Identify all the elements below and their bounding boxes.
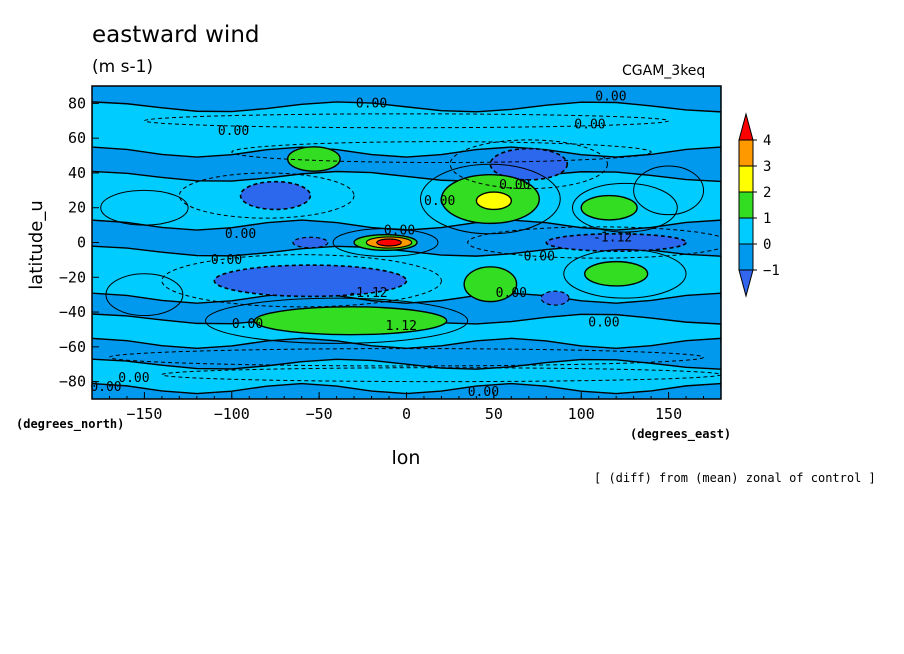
contour-label-11: 0.00: [232, 317, 263, 332]
pos-cell-7: [253, 306, 448, 336]
x-tick-label-5: 100: [568, 405, 595, 423]
thin-contour-7: [419, 163, 561, 235]
y-tick-label-8: 80: [68, 94, 86, 112]
contour-label-8: 0.00: [211, 253, 242, 268]
y-tick-label-2: −40: [59, 303, 86, 321]
dashed-contour-2: [231, 141, 652, 164]
contour-label-18: -1.12: [593, 230, 632, 245]
y-axis-label: latitude_u: [26, 200, 47, 289]
band-positive-north: [92, 101, 721, 158]
contour-label-4: 0.00: [499, 178, 530, 193]
neg-cell-5: [292, 236, 329, 249]
pos-cell-3: [475, 191, 513, 211]
colorbar-top-triangle: [738, 112, 754, 141]
dashed-contour-6: [161, 254, 442, 308]
thin-contour-6: [205, 297, 469, 344]
x-tick-label-3: 0: [402, 405, 411, 423]
colorbar-segment-3: [738, 191, 754, 219]
y-tick-label-1: −60: [59, 338, 86, 356]
colorbar-segment-1: [738, 139, 754, 167]
contour-field: [92, 86, 721, 399]
contour-label-16: -1.12: [348, 286, 387, 301]
band-positive-polar: [92, 358, 721, 395]
neg-cell-6: [540, 290, 570, 306]
contour-label-2: 0.00: [574, 117, 605, 132]
thin-contour-4: [571, 182, 678, 233]
contour-label-10: 0.00: [496, 286, 527, 301]
contour-label-15: 0.00: [468, 385, 499, 400]
dashed-contour-4: [449, 139, 608, 190]
y-tick-label-3: −20: [59, 268, 86, 286]
x-axis: −150 −100 −50 0 50 100 150: [108, 392, 705, 423]
contour-label-3: 0.00: [218, 124, 249, 139]
x-tick-label-4: 50: [485, 405, 503, 423]
contour-label-14: 0.00: [90, 380, 121, 395]
contour-label-9: 0.00: [524, 249, 555, 264]
contour-label-0: 0.00: [356, 96, 387, 111]
x-units-label: (degrees_east): [630, 427, 731, 442]
x-tick-label-1: −100: [214, 405, 250, 423]
x-tick-label-0: −150: [126, 405, 162, 423]
thin-contour-1: [100, 189, 189, 226]
colorbar-label-0: 4: [763, 133, 771, 149]
chart-units: (m s-1): [92, 57, 154, 77]
colorbar-segment-2: [738, 165, 754, 193]
colorbar-label-3: 1: [763, 211, 771, 227]
contour-label-7: 0.00: [225, 227, 256, 242]
contour-labels: 0.00 0.000.000.000.000.000.000.000.00 0.00…: [90, 89, 632, 400]
contour-label-17: 1.12: [386, 319, 417, 334]
chart-title: eastward wind: [92, 22, 260, 48]
contour-label-6: 0.00: [384, 223, 415, 238]
jet-core-3: [376, 238, 402, 247]
thin-contour-5: [563, 248, 687, 299]
dataset-label: CGAM_3keq: [622, 63, 706, 79]
neg-cell-3: [213, 264, 408, 298]
y-tick-label-0: −80: [59, 373, 86, 391]
colorbar: 4 3 2 1 0 −1: [738, 112, 780, 298]
thin-contour-3: [633, 165, 705, 216]
colorbar-segment-5: [738, 243, 754, 271]
y-units-label: (degrees_north): [16, 417, 124, 432]
y-tick-label-6: 40: [68, 164, 86, 182]
colorbar-bottom-triangle: [738, 269, 754, 298]
note-label: [ (diff) from (mean) zonal of control ]: [594, 471, 876, 485]
contour-label-12: 0.00: [588, 315, 619, 330]
y-tick-label-7: 60: [68, 129, 86, 147]
contour-label-5: 0.00: [424, 194, 455, 209]
pos-cell-4: [580, 194, 638, 221]
thin-contour-8: [332, 228, 439, 257]
x-axis-label: lon: [392, 447, 421, 469]
neg-cell-2: [239, 180, 312, 211]
colorbar-segment-4: [738, 217, 754, 245]
thin-contour-2: [105, 273, 184, 317]
pos-cell-1: [286, 146, 341, 172]
contour-label-13: 0.00: [118, 371, 149, 386]
dashed-contour-7: [108, 348, 705, 367]
y-axis: −80 −60 −40 −20 0 20 40 60 80: [59, 94, 99, 391]
neg-cell-1: [489, 147, 569, 181]
x-tick-label-2: −50: [306, 405, 333, 423]
y-tick-label-5: 20: [68, 199, 86, 217]
y-tick-label-4: 0: [77, 234, 86, 252]
dashed-contour-1: [143, 113, 670, 129]
colorbar-label-5: −1: [763, 263, 780, 279]
dashed-contour-3: [178, 172, 355, 219]
colorbar-label-2: 2: [763, 185, 771, 201]
colorbar-label-1: 3: [763, 159, 771, 175]
x-tick-label-6: 150: [655, 405, 682, 423]
pos-cell-6: [584, 260, 649, 287]
pos-cell-5: [463, 266, 518, 303]
neg-cell-4: [545, 233, 687, 252]
colorbar-label-4: 0: [763, 237, 771, 253]
dashed-contour-5: [467, 226, 721, 259]
contour-label-1: 0.00: [595, 89, 626, 104]
